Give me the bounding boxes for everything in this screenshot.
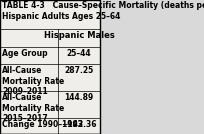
Text: TABLE 4-3   Cause-Specific Mortality (deaths per 100,000 pc
Hispanic Adults Ages: TABLE 4-3 Cause-Specific Mortality (deat… (2, 1, 204, 21)
Text: 144.89: 144.89 (64, 93, 94, 102)
Text: 287.25: 287.25 (64, 66, 94, 75)
Text: All-Cause
Mortality Rate
2009–2011: All-Cause Mortality Rate 2009–2011 (2, 66, 64, 96)
Text: Hispanic Males: Hispanic Males (44, 31, 114, 40)
Text: Age Group: Age Group (2, 49, 48, 58)
Text: Change 1990–1993: Change 1990–1993 (2, 120, 83, 129)
Text: All-Cause
Mortality Rate
2015–2017: All-Cause Mortality Rate 2015–2017 (2, 93, 64, 123)
Text: 25–44: 25–44 (67, 49, 91, 58)
Text: −142.36: −142.36 (61, 120, 97, 129)
